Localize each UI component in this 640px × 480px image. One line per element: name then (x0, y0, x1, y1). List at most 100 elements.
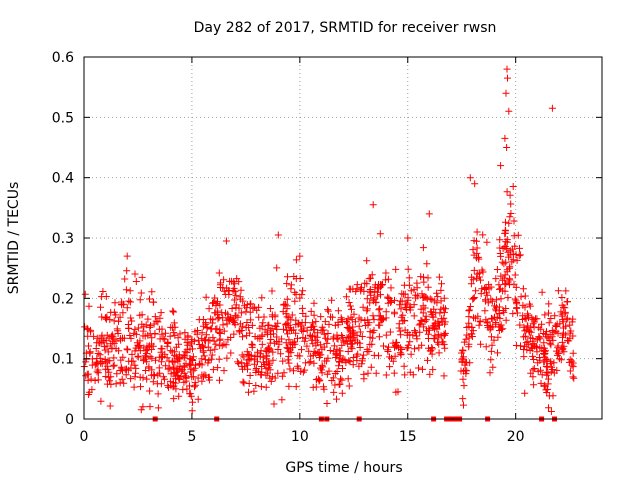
data-point (303, 342, 311, 350)
data-point (553, 347, 560, 355)
data-point (294, 334, 301, 342)
data-point (132, 364, 140, 372)
data-point (134, 353, 142, 361)
data-point (205, 305, 213, 313)
data-point (459, 375, 467, 383)
data-point (323, 370, 331, 378)
data-point (428, 345, 436, 353)
data-point (550, 359, 558, 367)
x-tick-label: 0 (80, 429, 89, 445)
data-point (367, 363, 375, 371)
data-point (146, 403, 154, 411)
data-point (298, 291, 306, 299)
data-point (212, 302, 220, 310)
data-point (251, 356, 259, 364)
data-point (526, 347, 534, 354)
data-point (463, 331, 471, 339)
data-point (230, 330, 238, 338)
y-axis-label: SRMTID / TECUs (6, 182, 22, 295)
data-point (189, 398, 196, 406)
data-point (170, 329, 178, 337)
data-point (431, 297, 439, 305)
data-point (206, 346, 214, 354)
data-point (323, 400, 331, 407)
data-point (463, 367, 471, 375)
data-point (405, 281, 413, 289)
data-point (524, 338, 532, 346)
data-point (324, 306, 332, 314)
data-point (192, 361, 199, 369)
data-point (237, 309, 245, 317)
data-point (540, 382, 548, 390)
data-point (566, 367, 574, 375)
data-point-peak (503, 144, 511, 151)
data-point (234, 358, 242, 366)
data-point (130, 329, 138, 337)
data-point (458, 349, 466, 357)
data-point-peak (369, 201, 377, 209)
data-point (426, 295, 434, 303)
data-point (560, 324, 567, 332)
data-point (494, 349, 501, 357)
data-point (132, 278, 140, 285)
data-point (502, 218, 509, 226)
data-point (536, 344, 544, 352)
data-point (363, 257, 371, 265)
data-point (258, 322, 266, 330)
data-point (398, 346, 406, 353)
data-point-peak (502, 89, 510, 97)
data-point (492, 305, 499, 313)
data-point (249, 304, 257, 312)
data-point (437, 332, 445, 340)
data-point (496, 236, 504, 244)
data-point (156, 314, 164, 322)
data-point (356, 328, 364, 336)
data-point (544, 385, 551, 393)
data-point-peak (296, 252, 304, 260)
data-point (566, 356, 574, 364)
data-point (100, 343, 108, 351)
data-point (119, 367, 126, 375)
data-point (344, 375, 352, 383)
data-point (152, 356, 159, 364)
data-point (558, 346, 566, 354)
data-point (296, 275, 304, 282)
data-point (291, 288, 299, 296)
data-point (158, 345, 166, 353)
data-point (333, 331, 341, 339)
data-point (504, 294, 512, 302)
data-point (502, 245, 510, 252)
data-point (114, 330, 122, 337)
data-point (186, 390, 194, 398)
data-point (417, 273, 425, 281)
data-point-peak (466, 174, 474, 182)
data-point (496, 323, 504, 331)
data-point (467, 280, 475, 288)
data-point (321, 318, 329, 326)
data-point (151, 330, 159, 337)
data-point (411, 345, 418, 353)
data-point (239, 378, 247, 386)
data-point (182, 372, 189, 380)
data-point (406, 338, 414, 346)
data-point (409, 371, 417, 379)
data-point-peak (123, 252, 131, 260)
data-point (347, 340, 355, 348)
data-point (139, 327, 147, 335)
data-point (215, 314, 223, 321)
data-point (507, 200, 515, 208)
data-point (403, 299, 411, 307)
data-point (330, 347, 338, 355)
data-point (426, 370, 434, 378)
data-point (91, 361, 99, 369)
data-point (310, 359, 318, 367)
data-point (419, 244, 427, 252)
data-point (482, 343, 490, 351)
data-point (569, 373, 577, 381)
data-point (216, 376, 223, 384)
data-point (224, 336, 232, 344)
data-point (198, 361, 206, 369)
data-point (386, 363, 394, 371)
data-point (404, 265, 412, 273)
data-point (284, 273, 291, 281)
